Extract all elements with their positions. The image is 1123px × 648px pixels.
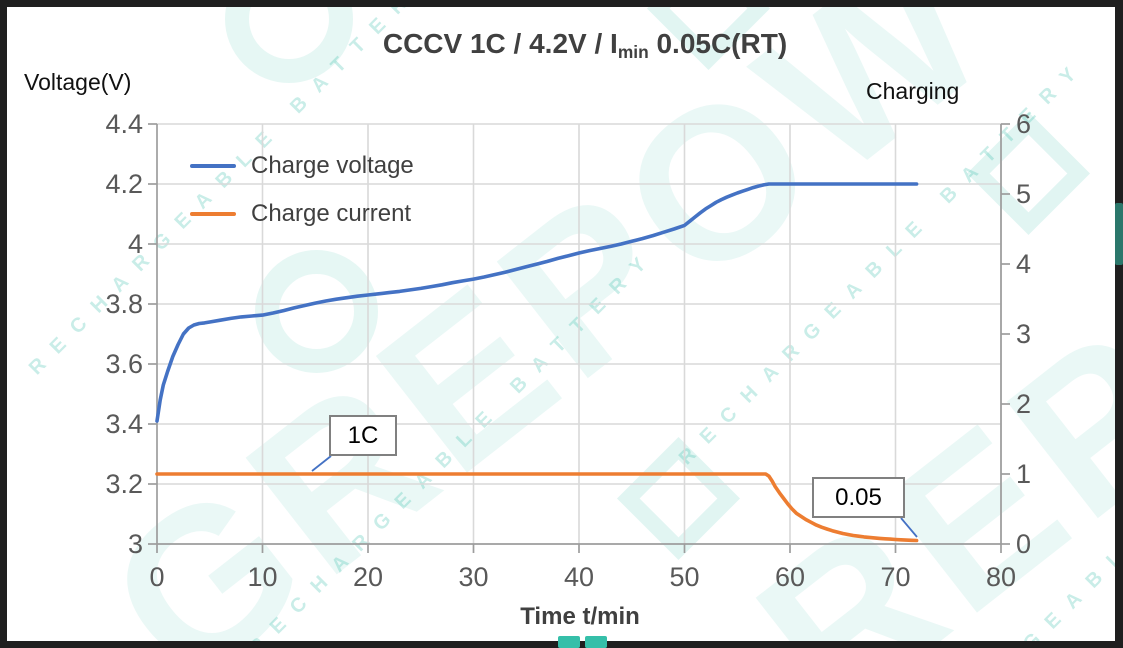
data-series (155, 182, 919, 543)
watermark-logo-fragment (1115, 203, 1123, 265)
watermark-logo-fragment (585, 636, 607, 648)
gridlines (157, 123, 1002, 544)
annotation-leader-lines (311, 455, 918, 538)
watermark-logo-fragment (558, 636, 580, 648)
